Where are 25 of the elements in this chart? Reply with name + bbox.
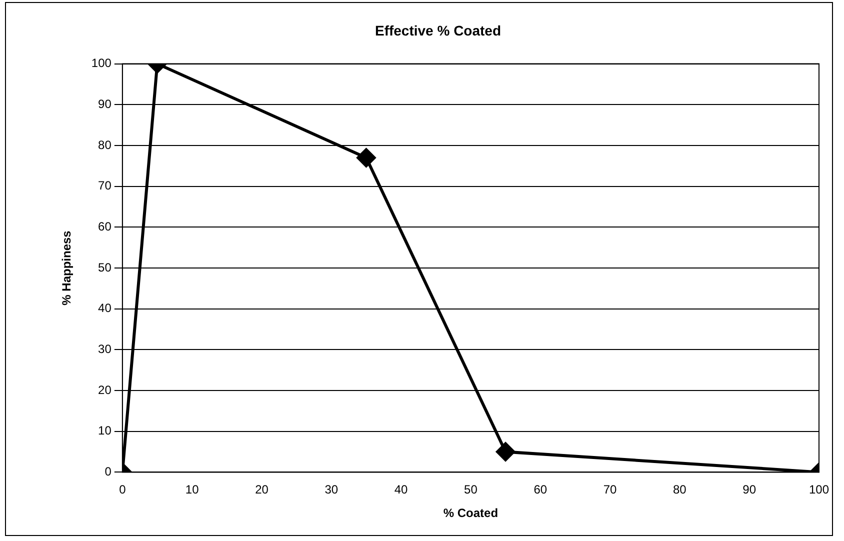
y-tick-label: 0	[104, 464, 112, 479]
x-tick-label: 30	[324, 482, 338, 497]
y-axis-title: % Happiness	[60, 230, 74, 306]
y-tick-label: 40	[98, 301, 112, 316]
y-tick-label: 50	[98, 260, 112, 274]
x-tick-label: 60	[534, 482, 548, 497]
x-axis-title: % Coated	[443, 506, 498, 520]
y-tick-label: 70	[98, 178, 112, 193]
y-tick-label: 30	[98, 342, 112, 356]
x-tick-label: 50	[464, 482, 478, 497]
y-tick-label: 10	[98, 424, 112, 438]
chart-title: Effective % Coated	[374, 22, 502, 38]
y-tick-label: 20	[98, 382, 112, 397]
x-tick-label: 40	[394, 482, 408, 497]
y-tick-label: 80	[98, 138, 112, 152]
x-tick-label: 0	[119, 482, 126, 497]
y-tick-label: 90	[98, 96, 112, 111]
x-tick-label: 80	[672, 482, 687, 497]
x-tick-label: 100	[808, 482, 830, 497]
x-tick-label: 90	[742, 482, 756, 497]
y-tick-label: 100	[91, 56, 112, 70]
y-tick-label: 60	[98, 219, 112, 234]
x-tick-label: 70	[603, 482, 618, 497]
x-tick-label: 10	[185, 482, 200, 497]
x-tick-label: 20	[255, 482, 269, 497]
